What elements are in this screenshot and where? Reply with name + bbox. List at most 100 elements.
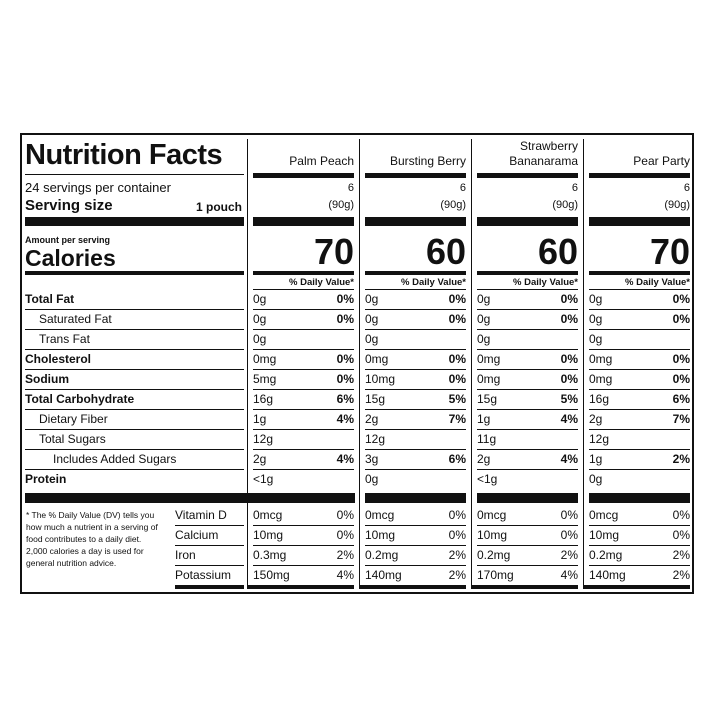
thick-divider <box>365 493 466 503</box>
nutrient-amount: 2g <box>477 452 491 466</box>
serving-grams: (90g) <box>440 199 466 211</box>
nutrient-amount: 0mg <box>253 352 277 366</box>
header-bar <box>589 173 690 178</box>
vitamin-dv: 2% <box>672 548 690 562</box>
calories-value: 60 <box>537 231 578 272</box>
nutrient-dv: 0% <box>560 372 578 386</box>
thick-divider <box>253 493 354 503</box>
row-divider <box>477 289 578 290</box>
nutrient-amount: 0g <box>365 292 379 306</box>
servings: 6 <box>459 182 466 194</box>
row-divider <box>589 369 690 370</box>
vitamin-dv: 2% <box>336 548 354 562</box>
nutrient-dv: 0% <box>336 312 354 326</box>
row-divider <box>25 349 244 350</box>
nutrient-amount: 0g <box>365 312 379 326</box>
servings: 6 <box>347 182 354 194</box>
nutrient-label: Saturated Fat <box>39 312 112 326</box>
nutrient-amount: 0g <box>589 312 603 326</box>
row-divider <box>253 469 354 470</box>
nutrient-amount: 3g <box>365 452 379 466</box>
vitamin-amount: 170mg <box>477 568 514 582</box>
vitamin-amount: 0mcg <box>589 508 619 522</box>
nutrient-dv: 6% <box>336 392 354 406</box>
nutrient-dv: 0% <box>336 372 354 386</box>
nutrient-dv: 6% <box>672 392 690 406</box>
thick-divider <box>253 217 354 226</box>
header-bar <box>253 173 354 178</box>
nutrient-dv: 0% <box>560 312 578 326</box>
row-divider <box>589 389 690 390</box>
bottom-bar <box>175 585 244 589</box>
medium-divider <box>589 271 690 275</box>
product-name: Bursting Berry <box>389 154 466 168</box>
row-divider <box>253 545 354 546</box>
nutrient-amount: 0g <box>589 472 603 486</box>
row-divider <box>365 525 466 526</box>
vitamin-dv: 0% <box>336 528 354 542</box>
nutrient-dv: 0% <box>560 292 578 306</box>
serving-size-label: Serving size <box>25 197 113 214</box>
nutrient-dv: 5% <box>560 392 578 406</box>
nutrient-dv: 0% <box>336 292 354 306</box>
vitamin-amount: 0mcg <box>365 508 395 522</box>
row-divider <box>25 429 244 430</box>
nutrient-amount: 15g <box>365 392 386 406</box>
row-divider <box>477 525 578 526</box>
row-divider <box>477 309 578 310</box>
nutrient-label: Protein <box>25 472 67 486</box>
vitamin-amount: 10mg <box>253 528 284 542</box>
vitamin-amount: 150mg <box>253 568 290 582</box>
product-name-line1: Strawberry <box>519 139 578 153</box>
bottom-bar <box>359 585 466 589</box>
nutrient-amount: 2g <box>365 412 379 426</box>
bottom-bar <box>583 585 690 589</box>
thick-divider <box>365 217 466 226</box>
vitamin-amount: 0.2mg <box>477 548 511 562</box>
nutrient-amount: 0g <box>365 332 379 346</box>
row-divider <box>477 329 578 330</box>
calories-label: Calories <box>25 245 116 271</box>
nutrient-amount: 0g <box>365 472 379 486</box>
row-divider <box>25 409 244 410</box>
nutrient-amount: 0g <box>589 292 603 306</box>
vitamin-dv: 0% <box>560 508 578 522</box>
row-divider <box>175 525 244 526</box>
nutrient-amount: 0g <box>253 332 267 346</box>
column-separator <box>247 139 248 589</box>
column-separator <box>471 139 472 589</box>
row-divider <box>477 469 578 470</box>
row-divider <box>477 565 578 566</box>
vitamin-label: Vitamin D <box>175 508 227 522</box>
vitamin-dv: 2% <box>448 548 466 562</box>
nutrient-amount: 0g <box>477 292 491 306</box>
nutrient-label: Total Fat <box>25 292 75 306</box>
nutrient-amount: 0g <box>589 332 603 346</box>
bottom-bar <box>247 585 354 589</box>
row-divider <box>365 309 466 310</box>
serving-grams: (90g) <box>552 199 578 211</box>
row-divider <box>589 289 690 290</box>
thick-divider <box>589 217 690 226</box>
nutrient-dv: 4% <box>560 452 578 466</box>
nutrient-amount: 0mg <box>589 372 613 386</box>
row-divider <box>589 545 690 546</box>
row-divider <box>25 329 244 330</box>
vitamin-dv: 0% <box>672 508 690 522</box>
nutrient-amount: <1g <box>253 472 274 486</box>
row-divider <box>365 349 466 350</box>
medium-divider <box>477 271 578 275</box>
vitamin-amount: 140mg <box>365 568 402 582</box>
nutrient-dv: 4% <box>560 412 578 426</box>
bottom-bar <box>471 585 578 589</box>
nutrient-label: Includes Added Sugars <box>53 452 177 466</box>
servings: 6 <box>683 182 690 194</box>
vitamin-dv: 0% <box>560 528 578 542</box>
nutrient-label: Total Carbohydrate <box>25 392 135 406</box>
thick-divider <box>477 493 578 503</box>
nutrient-amount: 0mg <box>365 352 389 366</box>
thick-divider <box>477 217 578 226</box>
vitamin-dv: 2% <box>560 548 578 562</box>
vitamin-amount: 10mg <box>477 528 508 542</box>
vitamin-dv: 0% <box>336 508 354 522</box>
